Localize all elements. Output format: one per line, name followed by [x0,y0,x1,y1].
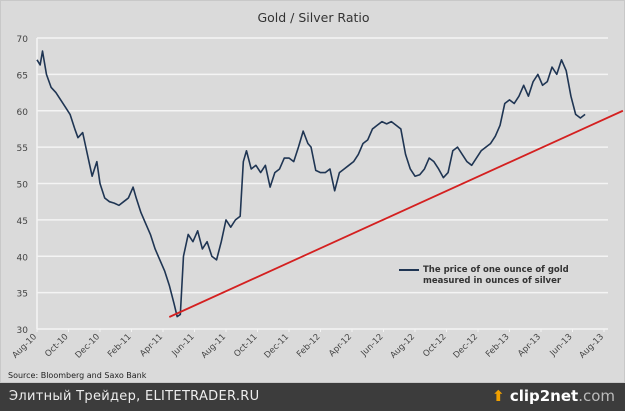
footer-text: Элитный Трейдер, ELITETRADER.RU [9,389,260,404]
legend-swatch [399,269,419,271]
y-tick-label: 70 [17,35,29,45]
x-tick-label: Jun-11 [170,332,197,359]
x-tick-label: Apr-12 [327,332,354,359]
chart-title: Gold / Silver Ratio [257,10,370,25]
legend-label: The price of one ounce of gold measured … [423,265,569,286]
x-tick-label: Apr-11 [138,332,165,359]
x-tick-label: Oct-12 [421,332,448,359]
clip2net-logo: ⬆ clip2net.com [492,387,615,405]
x-tick-label: Oct-10 [43,332,70,359]
y-tick-label: 55 [17,144,28,154]
legend: The price of one ounce of gold measured … [399,265,588,287]
x-tick-label: Dec-11 [263,332,292,361]
y-tick-label: 40 [17,253,29,263]
y-tick-label: 30 [17,326,29,336]
x-tick-label: Aug-11 [199,332,228,361]
x-tick-label: Jun-12 [359,332,386,359]
watermark-footer: Элитный Трейдер, ELITETRADER.RU ⬆ clip2n… [0,383,625,411]
x-tick-label: Feb-13 [484,332,512,360]
x-tick-label: Aug-12 [388,332,417,361]
x-tick-label: Aug-13 [577,332,606,361]
y-tick-label: 50 [17,181,29,191]
trendline [168,109,624,318]
y-tick-label: 45 [17,217,28,227]
x-tick-label: Jun-13 [548,332,575,359]
y-tick-label: 60 [17,108,29,118]
source-note: Source: Bloomberg and Saxo Bank [8,371,147,380]
x-tick-label: Aug-10 [10,332,39,361]
y-tick-label: 65 [17,71,28,81]
upload-arrow-icon: ⬆ [492,387,505,405]
x-tick-label: Oct-11 [232,332,259,359]
x-tick-label: Feb-12 [295,332,323,360]
chart-panel: Gold / Silver Ratio 30 35 40 45 50 55 60 65 70 Au… [0,0,625,383]
x-tick-label: Dec-12 [452,332,481,361]
y-tick-label: 35 [17,290,28,300]
gold-silver-ratio-line [36,50,586,318]
x-tick-label: Apr-13 [516,332,543,359]
x-tick-label: Dec-10 [74,332,103,361]
x-tick-label: Feb-11 [106,332,134,360]
